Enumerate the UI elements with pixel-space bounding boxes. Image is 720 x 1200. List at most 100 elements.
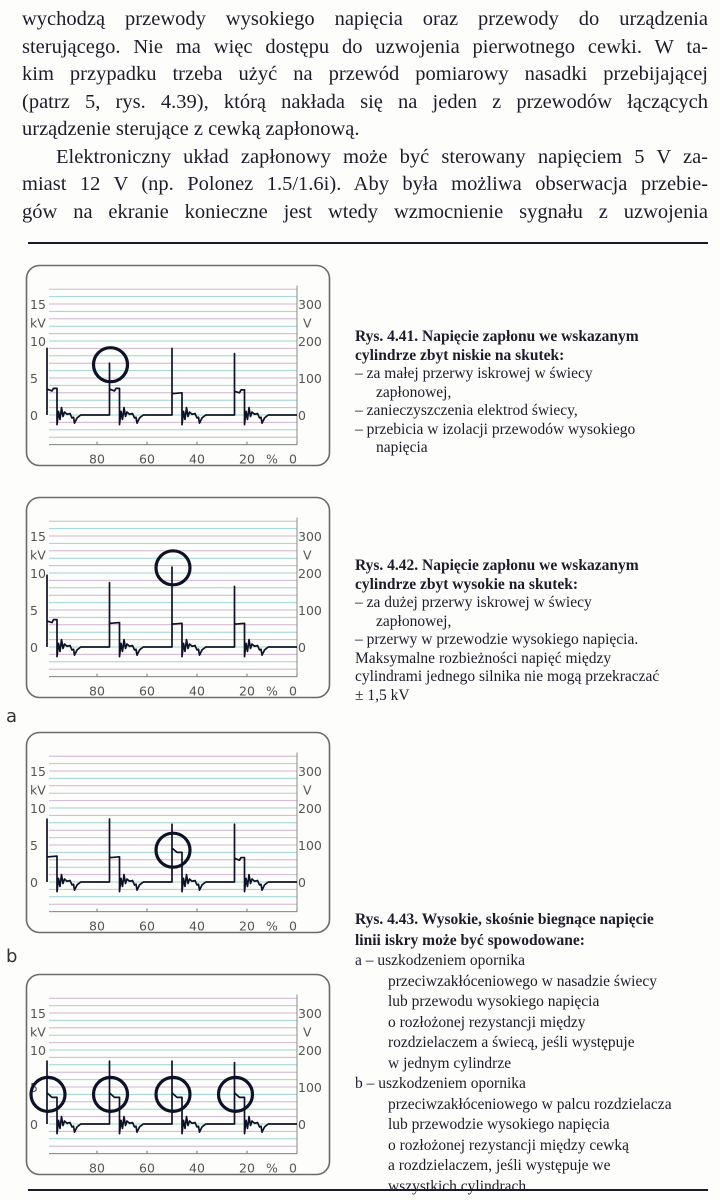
sublabel-b: b	[6, 946, 18, 967]
x-tick-label: 0	[289, 1161, 297, 1176]
x-tick-label: 60	[139, 684, 155, 699]
text-line: (patrz 5, rys. 4.39), którą nakłada się …	[22, 90, 708, 113]
caption-item: – przebicia w izolacji przewodów wysokie…	[355, 420, 636, 438]
caption-item: a – uszkodzeniem opornika	[355, 952, 526, 969]
caption-item: zapłonowej,	[376, 612, 452, 630]
body-paragraph: wychodzą przewody wysokiego napięcia ora…	[22, 6, 708, 226]
left-axis-unit: kV	[30, 783, 46, 798]
caption-item: rozdzielaczem a świecą, jeśli występuje	[388, 1034, 635, 1051]
right-tick-label: 100	[298, 603, 322, 618]
text-line: gów na ekranie konieczne jest wtedy wzmo…	[22, 200, 708, 223]
x-tick-label: 0	[289, 684, 297, 699]
text-line: sterującego. Nie ma więc dostępu do uzwo…	[22, 35, 708, 58]
caption-item: – za małej przerwy iskrowej w świecy	[355, 365, 593, 382]
x-tick-label: 20	[239, 1161, 255, 1176]
caption-item: o rozłożonej rezystancji między	[388, 1013, 586, 1031]
x-tick-label: 60	[139, 452, 155, 467]
caption-title: Rys. 4.43. Wysokie, skośnie biegnące nap…	[355, 911, 654, 928]
left-axis-unit: kV	[30, 548, 46, 563]
voltage-trace	[46, 1060, 297, 1135]
right-tick-label: 0	[298, 408, 306, 423]
left-tick-label: 0	[30, 1117, 38, 1132]
right-tick-label: 200	[298, 566, 322, 581]
left-axis-unit: kV	[30, 316, 46, 331]
right-tick-label: 300	[298, 529, 322, 544]
caption-title: cylindrze zbyt niskie na skutek:	[355, 346, 565, 364]
oscillogram-4-43b: 15 10 5 0 kV 300 200 100 0 V 80 60 40 20 0%	[25, 973, 331, 1178]
right-tick-label: 0	[298, 1117, 306, 1132]
x-tick-label: 40	[189, 1161, 205, 1176]
caption-item: b – uszkodzeniem opornika	[355, 1075, 526, 1092]
right-axis-unit: V	[303, 548, 312, 563]
caption-item: Maksymalne rozbieżności napięć między	[355, 649, 612, 667]
voltage-trace	[46, 566, 297, 658]
x-tick-label: 80	[89, 1161, 105, 1176]
bottom-divider	[28, 1189, 708, 1191]
screen-frame	[25, 264, 331, 467]
caption-item: o rozłożonej rezystancji między cewką	[388, 1136, 629, 1154]
right-tick-label: 0	[298, 640, 306, 655]
left-axis-unit: kV	[30, 1025, 46, 1040]
caption-item: lub przewodzie wysokiego napięcia	[388, 1116, 610, 1133]
text-line: wychodzą przewody wysokiego napięcia ora…	[22, 8, 708, 30]
x-tick-label: 80	[89, 919, 105, 934]
caption-item: wszystkich cylindrach	[388, 1177, 527, 1195]
left-tick-label: 0	[30, 640, 38, 655]
caption-item: ± 1,5 kV	[355, 686, 410, 704]
x-axis-unit: %	[266, 684, 278, 699]
left-tick-label: 15	[30, 1006, 46, 1021]
text-line: urządzenie sterujące z cewką zapłonową.	[22, 118, 360, 140]
x-tick-label: 80	[89, 684, 105, 699]
right-tick-label: 300	[298, 297, 322, 312]
left-tick-label: 5	[30, 838, 38, 853]
right-tick-label: 200	[298, 334, 322, 349]
left-tick-label: 10	[30, 1043, 46, 1058]
x-tick-label: 0	[289, 452, 297, 467]
text-line: Elektroniczny układ zapłonowy może być s…	[56, 145, 708, 168]
screen-frame	[25, 496, 331, 699]
right-tick-label: 100	[298, 838, 322, 853]
x-tick-label: 60	[139, 919, 155, 934]
caption-item: – przerwy w przewodzie wysokiego napięci…	[355, 631, 639, 648]
screen-frame	[25, 731, 331, 934]
caption-title: Rys. 4.41. Napięcie zapłonu we wskazanym	[355, 328, 639, 345]
highlight-circle	[154, 1075, 192, 1114]
caption-item: zapłonowej,	[376, 383, 452, 401]
highlight-circle	[216, 1075, 255, 1114]
left-tick-label: 5	[30, 603, 38, 618]
left-tick-label: 10	[30, 801, 46, 816]
right-axis-unit: V	[303, 783, 312, 798]
oscillogram-4-43a: 15 10 5 0 kV 300 200 100 0 V 80 60 40 20 0%	[25, 731, 331, 936]
highlight-circle	[154, 549, 192, 587]
caption-item: przeciwzakłóceniowego w palcu rozdzielac…	[388, 1095, 672, 1113]
caption-item: – zanieczyszczenia elektrod świecy,	[355, 402, 578, 419]
x-tick-label: 20	[239, 919, 255, 934]
oscillogram-4-42: 15 10 5 0 kV 300 200 100 0 V 80 60 40 20 0%	[25, 496, 331, 701]
screen-frame	[25, 973, 331, 1176]
highlight-circle	[29, 1075, 67, 1114]
left-tick-label: 15	[30, 529, 46, 544]
caption-item: a rozdzielaczem, jeśli występuje we	[388, 1157, 611, 1174]
top-divider	[28, 242, 708, 244]
right-tick-label: 0	[298, 875, 306, 890]
voltage-trace	[46, 818, 297, 893]
voltage-trace	[46, 347, 297, 426]
x-tick-label: 40	[189, 452, 205, 467]
caption-item: – za dużej przerwy iskrowej w świecy	[355, 594, 592, 611]
right-tick-label: 200	[298, 801, 322, 816]
right-tick-label: 300	[298, 764, 322, 779]
caption-title: cylindrze zbyt wysokie na skutek:	[355, 575, 579, 593]
right-axis-unit: V	[303, 1025, 312, 1040]
right-axis-unit: V	[303, 316, 312, 331]
x-tick-label: 20	[239, 684, 255, 699]
x-tick-label: 40	[189, 919, 205, 934]
x-axis-unit: %	[266, 452, 278, 467]
x-tick-label: 60	[139, 1161, 155, 1176]
right-tick-label: 100	[298, 1080, 322, 1095]
caption-item: cylindrami jednego silnika nie mogą prze…	[355, 668, 660, 685]
highlight-circle	[154, 831, 192, 869]
oscillogram-4-41: 15 10 5 0 kV 300 200 100 0 V 80 60 40 20 0%	[25, 264, 331, 469]
